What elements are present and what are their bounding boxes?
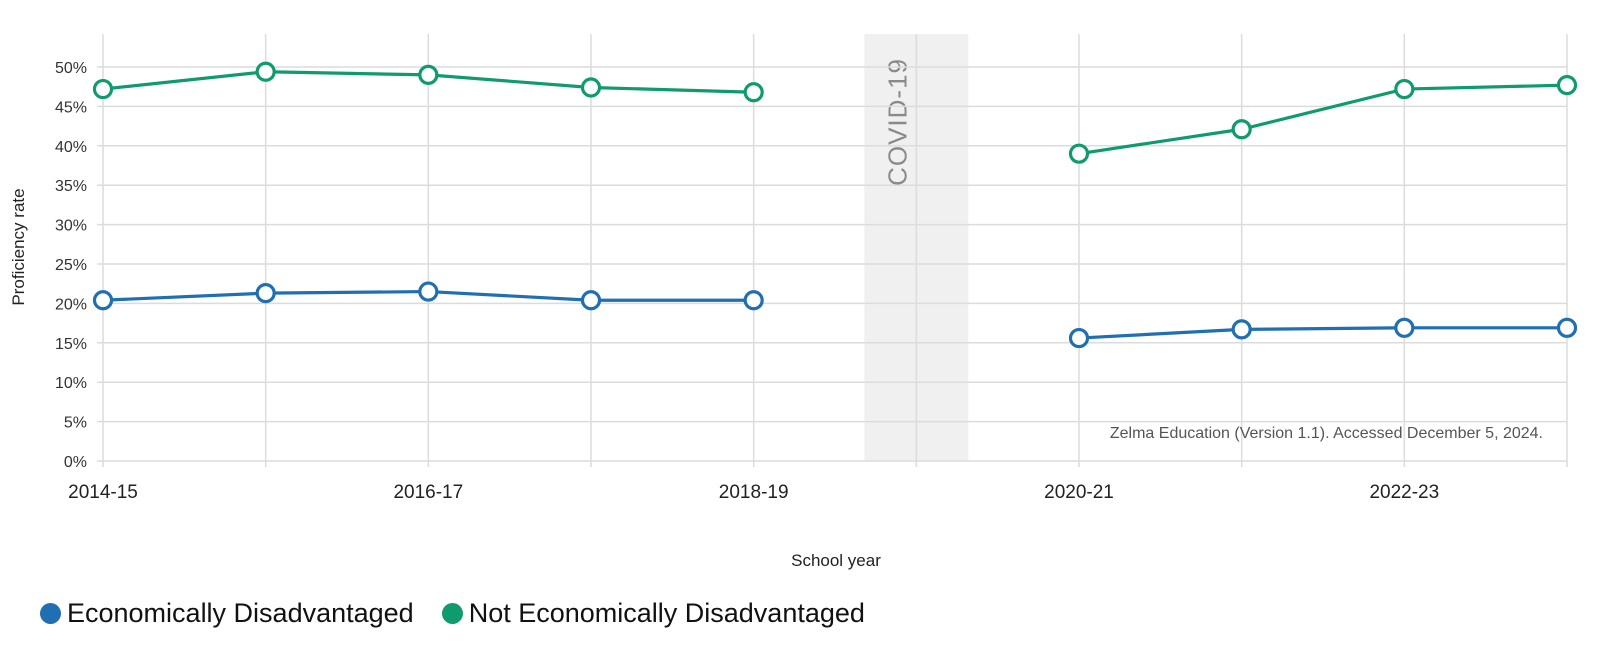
y-tick-label: 25% bbox=[55, 257, 87, 274]
legend: Economically Disadvantaged Not Economical… bbox=[40, 598, 865, 629]
y-tick-label: 15% bbox=[55, 336, 87, 353]
data-point[interactable] bbox=[92, 290, 114, 311]
y-axis-ticks: 0% 5% 10% 15% 20% 25% 30% 35% 40% 45% 50% bbox=[55, 60, 87, 471]
data-point[interactable] bbox=[418, 281, 439, 302]
x-axis-ticks: 2014-15 2016-17 2018-19 2020-21 2022-23 bbox=[68, 482, 1439, 503]
series-0 bbox=[92, 281, 1578, 349]
data-point[interactable] bbox=[1394, 317, 1415, 338]
data-point[interactable] bbox=[255, 61, 276, 82]
data-point[interactable] bbox=[743, 82, 764, 103]
y-tick-label: 40% bbox=[55, 139, 87, 156]
x-tick-label: 2016-17 bbox=[393, 482, 463, 503]
y-tick-label: 20% bbox=[55, 296, 87, 313]
y-tick-label: 0% bbox=[64, 454, 87, 471]
x-tick-label: 2014-15 bbox=[68, 482, 138, 503]
source-note: Zelma Education (Version 1.1). Accessed … bbox=[1110, 425, 1543, 442]
x-tick-label: 2020-21 bbox=[1044, 482, 1114, 503]
data-point[interactable] bbox=[1394, 78, 1415, 100]
line-chart: COVID-19 0% 5% 10% 15% 20% 25% 30% 35% 40% 45% 50%… bbox=[9, 34, 1578, 570]
covid-label: COVID-19 bbox=[882, 58, 912, 186]
x-tick-label: 2018-19 bbox=[719, 482, 789, 503]
y-tick-label: 5% bbox=[64, 415, 87, 432]
legend-swatch bbox=[441, 603, 463, 624]
y-tick-label: 45% bbox=[55, 99, 87, 116]
data-point[interactable] bbox=[1068, 327, 1090, 349]
data-point[interactable] bbox=[580, 77, 602, 98]
series-line bbox=[1078, 326, 1567, 340]
series-1 bbox=[92, 61, 1578, 164]
legend-swatch bbox=[40, 603, 61, 624]
data-point[interactable] bbox=[92, 78, 114, 100]
x-axis-title: School year bbox=[791, 551, 881, 570]
y-tick-label: 30% bbox=[55, 218, 87, 235]
grid bbox=[97, 34, 1568, 467]
data-point[interactable] bbox=[743, 290, 764, 311]
legend-label: Economically Disadvantaged bbox=[67, 598, 414, 628]
legend-label: Not Economically Disadvantaged bbox=[468, 598, 865, 628]
y-tick-label: 35% bbox=[55, 178, 87, 195]
data-point[interactable] bbox=[1231, 319, 1252, 340]
y-tick-label: 50% bbox=[55, 60, 87, 77]
data-point[interactable] bbox=[1068, 143, 1090, 164]
data-point[interactable] bbox=[580, 290, 602, 311]
x-tick-label: 2022-23 bbox=[1369, 482, 1439, 503]
data-point[interactable] bbox=[418, 64, 439, 85]
data-point[interactable] bbox=[1231, 119, 1252, 140]
y-tick-label: 10% bbox=[55, 375, 87, 392]
legend-item[interactable]: Economically Disadvantaged bbox=[40, 598, 414, 629]
data-point[interactable] bbox=[1556, 75, 1578, 96]
y-axis-title: Proficiency rate bbox=[9, 188, 28, 305]
series-line bbox=[1078, 83, 1568, 156]
series bbox=[92, 61, 1578, 349]
data-point[interactable] bbox=[255, 283, 276, 304]
data-point[interactable] bbox=[1556, 317, 1578, 338]
legend-item[interactable]: Not Economically Disadvantaged bbox=[441, 598, 865, 629]
